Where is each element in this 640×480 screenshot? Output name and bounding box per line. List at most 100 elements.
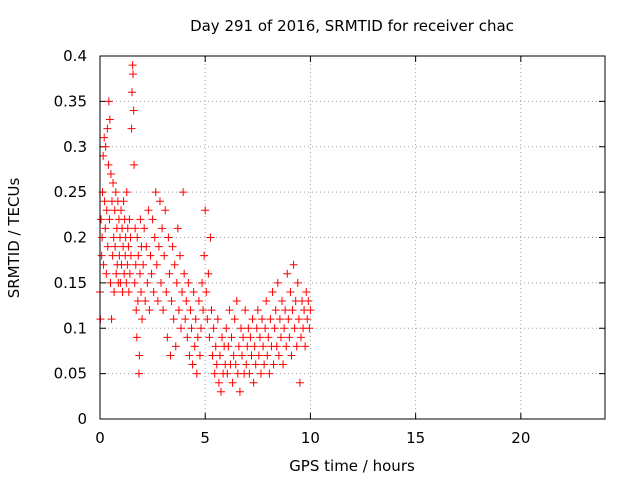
data-point [127,124,136,133]
data-point [270,324,279,333]
data-point [124,242,133,251]
data-point [273,278,282,287]
y-axis-label: SRMTID / TECUs [5,178,23,299]
data-point [144,206,153,215]
data-point [175,251,184,260]
data-point [125,215,134,224]
data-point [102,206,111,215]
data-point [306,306,315,315]
data-point [138,315,147,324]
data-point [287,351,296,360]
data-point [276,333,285,342]
data-point [102,269,111,278]
data-point [132,333,141,342]
data-point [216,387,225,396]
data-point [206,233,215,242]
data-point [105,215,114,224]
data-point [294,315,303,324]
data-point [293,278,302,287]
data-point [103,124,112,133]
data-point [130,278,139,287]
data-point [249,378,258,387]
data-point [197,324,205,333]
data-point [117,206,126,215]
data-point [213,315,222,324]
data-point [189,287,198,296]
data-point [153,297,162,306]
data-point [225,306,234,315]
data-point [135,351,144,360]
data-point [180,269,189,278]
data-point [163,333,172,342]
y-tick-label: 0.25 [54,183,87,201]
data-point [242,360,251,369]
data-point [289,260,298,269]
data-point [280,324,289,333]
data-point [129,106,138,115]
data-point [262,297,271,306]
data-point [173,224,182,233]
x-tick-label: 0 [95,429,105,447]
data-point [158,224,167,233]
y-tick-label: 0.15 [54,274,87,292]
data-point [183,333,192,342]
data-point [188,360,197,369]
data-points [96,61,315,396]
data-point [143,278,152,287]
y-tick-label: 0 [77,410,87,428]
data-point [246,333,255,342]
data-point [198,278,207,287]
chart-title: Day 291 of 2016, SRMTID for receiver cha… [190,17,514,35]
data-point [211,342,220,351]
data-point [146,251,155,260]
data-point [190,342,199,351]
data-point [122,188,131,197]
data-point [214,378,223,387]
data-point [149,287,158,296]
data-point [278,297,287,306]
data-point [109,179,118,188]
data-point [105,115,114,124]
data-point [100,197,109,206]
data-point [199,306,208,315]
data-point [147,269,156,278]
data-point [258,315,267,324]
data-point [209,324,218,333]
data-point [110,287,119,296]
data-point [148,215,157,224]
data-point [139,260,148,269]
data-point [238,351,247,360]
data-point [251,360,260,369]
data-point [301,342,310,351]
axis-ticks: 0 5 10 15 20 0 0.05 0.1 0.15 0.2 0.25 0.3 0.35 0.4 [54,47,605,447]
data-point [244,324,253,333]
data-point [166,351,175,360]
data-point [245,369,254,378]
data-point [169,315,178,324]
data-point [101,142,110,151]
data-point [133,233,142,242]
data-point [255,333,264,342]
data-point [290,324,299,333]
data-point [229,351,238,360]
data-point [256,369,265,378]
data-point [140,224,149,233]
data-point [145,306,154,315]
data-point [135,269,144,278]
y-tick-label: 0.1 [63,319,87,337]
x-axis-label: GPS time / hours [289,457,415,475]
data-point [106,278,115,287]
data-point [97,251,106,260]
data-point [282,342,291,351]
data-point [232,297,241,306]
data-point [185,351,194,360]
data-point [201,206,210,215]
data-point [151,188,160,197]
data-point [266,315,275,324]
data-point [247,351,256,360]
data-point [259,342,268,351]
data-point [304,297,313,306]
data-point [152,260,161,269]
data-point [252,324,261,333]
data-point [253,306,262,315]
